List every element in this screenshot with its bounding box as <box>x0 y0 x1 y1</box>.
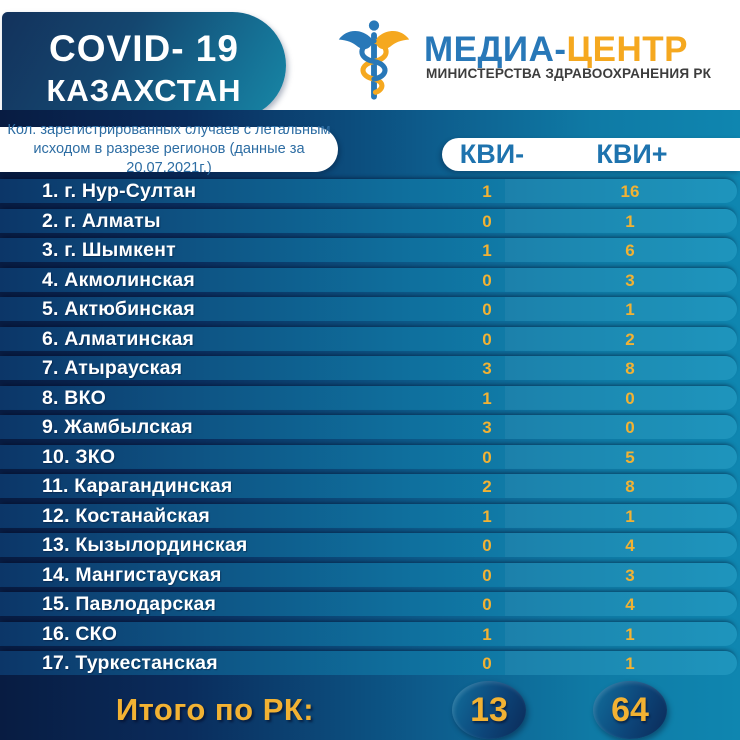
kvi-minus-value: 0 <box>482 654 492 673</box>
table-row: 16. СКО 1 1 <box>0 621 737 646</box>
column-header-kvi-minus: КВИ- <box>459 139 525 169</box>
table-row: 12. Костанайская 1 1 <box>0 503 737 528</box>
kvi-plus-value: 0 <box>625 388 635 408</box>
logo-title-media: МЕДИА- <box>424 30 567 69</box>
kvi-plus-value: 1 <box>625 506 635 526</box>
region-name: 6. Алматинская <box>42 327 195 350</box>
caption-line1: Кол. зарегистрированных случаев с леталь… <box>7 122 331 138</box>
column-header-bar: КВИ- КВИ+ <box>442 138 740 171</box>
table-row: 8. ВКО 1 0 <box>0 385 737 410</box>
media-center-logo: МЕДИА-ЦЕНТР МИНИСТЕРСТВА ЗДРАВООХРАНЕНИЯ… <box>336 14 726 106</box>
kvi-minus-value: 1 <box>482 624 492 644</box>
caduceus-icon <box>338 20 410 100</box>
table-row: 2. г. Алматы 0 1 <box>0 208 737 233</box>
region-name: 7. Атырауская <box>42 357 183 379</box>
region-name: 12. Костанайская <box>42 504 210 527</box>
region-name: 5. Актюбинская <box>42 298 195 320</box>
totals-kvi-plus-badge: 64 <box>593 681 667 739</box>
region-name: 15. Павлодарская <box>42 593 217 615</box>
kvi-plus-value: 3 <box>625 270 635 290</box>
table-row: 11. Карагандинская 2 8 <box>0 474 737 498</box>
table-row: 17. Туркестанская 0 1 <box>0 651 737 675</box>
table-row: 5. Актюбинская 0 1 <box>0 297 737 321</box>
kvi-plus-value: 1 <box>625 300 635 319</box>
region-name: 14. Мангистауская <box>42 563 222 586</box>
kvi-minus-value: 0 <box>482 270 492 290</box>
kvi-minus-value: 0 <box>482 300 492 319</box>
region-name: 2. г. Алматы <box>42 209 161 232</box>
kvi-minus-value: 0 <box>482 329 492 349</box>
column-header-kvi-plus: КВИ+ <box>596 139 668 169</box>
kvi-plus-value: 16 <box>620 182 640 201</box>
table-row: 3. г. Шымкент 1 6 <box>0 238 737 262</box>
table-body: Кол. зарегистрированных случаев с леталь… <box>0 110 740 740</box>
region-name: 10. ЗКО <box>42 445 116 468</box>
region-name: 11. Карагандинская <box>42 475 233 497</box>
logo-title-center: ЦЕНТР <box>566 30 688 69</box>
table-row: 6. Алматинская 0 2 <box>0 326 737 351</box>
region-rows: 1. г. Нур-Султан 1 16 2. г. Алматы 0 1 3. г.… <box>0 179 740 681</box>
table-row: 1. г. Нур-Султан 1 16 <box>0 179 737 203</box>
region-name: 9. Жамбылская <box>42 416 193 438</box>
table-row: 9. Жамбылская 3 0 <box>0 415 737 439</box>
region-name: 13. Кызылординская <box>42 534 248 556</box>
kvi-minus-value: 2 <box>482 477 492 496</box>
kvi-plus-value: 6 <box>625 241 635 260</box>
covid-title-line1: COVID- 19 <box>49 28 239 69</box>
table-row: 4. Акмолинская 0 3 <box>0 267 737 292</box>
kvi-minus-value: 0 <box>482 447 492 467</box>
logo-subtitle: МИНИСТЕРСТВА ЗДРАВООХРАНЕНИЯ РК <box>426 66 712 81</box>
kvi-plus-value: 3 <box>625 565 635 585</box>
region-name: 4. Акмолинская <box>42 268 195 291</box>
table-caption-banner: Кол. зарегистрированных случаев с леталь… <box>0 122 338 176</box>
region-name: 16. СКО <box>42 622 118 645</box>
region-name: 17. Туркестанская <box>42 652 218 674</box>
kvi-minus-value: 1 <box>482 506 492 526</box>
table-row: 15. Павлодарская 0 4 <box>0 592 737 616</box>
totals-label: Итого по РК: <box>115 692 315 727</box>
kvi-plus-value: 1 <box>625 624 635 644</box>
kvi-plus-value: 4 <box>625 595 635 614</box>
table-row: 7. Атырауская 3 8 <box>0 356 737 380</box>
kvi-minus-value: 0 <box>482 595 492 614</box>
kvi-minus-value: 3 <box>482 418 492 437</box>
region-name: 3. г. Шымкент <box>42 239 176 261</box>
table-row: 10. ЗКО 0 5 <box>0 444 737 469</box>
kvi-plus-value: 1 <box>625 654 635 673</box>
kvi-plus-value: 4 <box>625 536 635 555</box>
region-name: 8. ВКО <box>42 386 107 409</box>
kvi-plus-value: 2 <box>625 329 635 349</box>
kvi-plus-value: 0 <box>625 418 635 437</box>
caption-line2: исходом в разрезе регионов (данные за 20… <box>33 141 305 176</box>
covid-title-badge: COVID- 19 КАЗАХСТАН <box>2 12 286 119</box>
kvi-minus-value: 0 <box>482 536 492 555</box>
kvi-plus-value: 8 <box>625 477 635 496</box>
kvi-plus-value: 5 <box>625 447 635 467</box>
table-row: 14. Мангистауская 0 3 <box>0 562 737 587</box>
region-name: 1. г. Нур-Султан <box>42 180 197 202</box>
kvi-plus-value: 1 <box>625 211 635 231</box>
totals-kvi-minus-badge: 13 <box>452 681 526 739</box>
table-row: 13. Кызылординская 0 4 <box>0 533 737 557</box>
covid-title-line2: КАЗАХСТАН <box>46 73 242 108</box>
kvi-minus-value: 1 <box>482 388 492 408</box>
kvi-minus-value: 1 <box>482 182 492 201</box>
kvi-minus-value: 0 <box>482 565 492 585</box>
kvi-plus-value: 8 <box>625 359 635 378</box>
kvi-minus-value: 3 <box>482 359 492 378</box>
logo-title: МЕДИА-ЦЕНТР <box>424 30 688 70</box>
kvi-minus-value: 1 <box>482 241 492 260</box>
kvi-minus-value: 0 <box>482 211 492 231</box>
